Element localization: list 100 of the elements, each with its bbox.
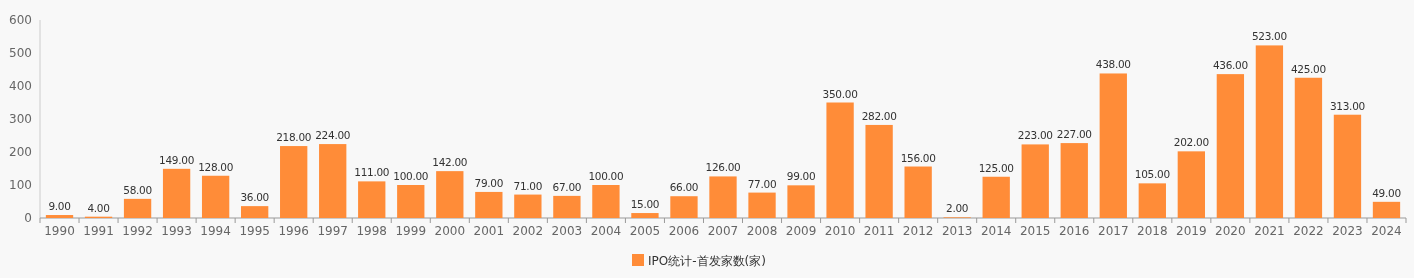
y-tick-label: 300 xyxy=(9,112,32,126)
x-tick-label: 1992 xyxy=(122,224,153,238)
x-tick-label: 2008 xyxy=(746,224,778,238)
x-tick-label: 2012 xyxy=(902,224,934,238)
data-label: 36.00 xyxy=(240,191,269,204)
x-tick-label: 1997 xyxy=(317,224,348,238)
data-label: 436.00 xyxy=(1212,59,1248,72)
data-label: 142.00 xyxy=(432,156,468,169)
x-tick-label: 2009 xyxy=(785,224,817,238)
bar xyxy=(592,185,620,218)
data-label: 227.00 xyxy=(1056,128,1092,141)
x-tick-label: 1991 xyxy=(83,224,114,238)
x-tick-label: 2016 xyxy=(1058,224,1090,238)
data-label: 100.00 xyxy=(588,170,624,182)
data-label: 202.00 xyxy=(1173,136,1209,149)
x-tick-label: 1993 xyxy=(161,224,192,238)
data-label: 425.00 xyxy=(1290,62,1326,75)
x-tick-label: 2006 xyxy=(668,224,700,238)
bar xyxy=(748,192,776,218)
bar xyxy=(436,171,464,218)
data-label: 49.00 xyxy=(1372,186,1401,199)
x-tick-label: 1996 xyxy=(278,224,309,238)
bar xyxy=(982,176,1010,218)
data-label: 223.00 xyxy=(1017,129,1053,142)
bar xyxy=(553,195,581,218)
bar xyxy=(787,185,815,218)
bar xyxy=(358,181,386,218)
data-label: 79.00 xyxy=(474,176,504,189)
data-label: 111.00 xyxy=(354,166,390,179)
bar xyxy=(514,194,542,218)
bar xyxy=(1021,144,1049,218)
x-tick-label: 1998 xyxy=(356,224,388,238)
data-label: 2.00 xyxy=(946,202,969,215)
y-tick-label: 200 xyxy=(9,145,32,159)
data-label: 218.00 xyxy=(276,131,312,144)
bar xyxy=(1294,77,1323,218)
x-tick-label: 2018 xyxy=(1137,224,1168,238)
bar xyxy=(241,206,269,218)
x-tick-label: 2024 xyxy=(1371,224,1402,238)
bar xyxy=(1177,151,1205,218)
x-tick-label: 2007 xyxy=(707,224,739,238)
data-label: 438.00 xyxy=(1095,58,1131,71)
x-tick-label: 2020 xyxy=(1215,224,1246,238)
x-tick-label: 2023 xyxy=(1332,224,1363,238)
x-tick-label: 2002 xyxy=(512,224,544,238)
x-tick-label: 2019 xyxy=(1176,224,1207,238)
y-tick-label: 400 xyxy=(9,79,32,93)
x-tick-label: 2022 xyxy=(1293,224,1324,238)
x-tick-label: 1995 xyxy=(239,224,270,238)
data-label: 126.00 xyxy=(705,161,741,174)
data-label: 313.00 xyxy=(1329,99,1365,112)
data-label: 15.00 xyxy=(630,198,660,211)
bar xyxy=(1138,183,1166,218)
bar xyxy=(709,176,737,218)
bar xyxy=(1372,201,1401,218)
bar xyxy=(865,124,893,218)
x-tick-label: 1999 xyxy=(395,224,427,238)
x-tick-label: 2004 xyxy=(590,224,622,238)
bar xyxy=(280,146,308,218)
data-label: 66.00 xyxy=(669,181,699,194)
data-label: 9.00 xyxy=(48,200,71,213)
y-tick-label: 500 xyxy=(9,46,32,60)
data-label: 156.00 xyxy=(900,151,936,164)
data-label: 77.00 xyxy=(747,177,777,190)
bar xyxy=(162,168,191,218)
legend-label: IPO统计-首发家数(家) xyxy=(648,254,766,268)
data-label: 100.00 xyxy=(393,170,429,182)
bar xyxy=(1099,73,1127,218)
x-tick-label: 2005 xyxy=(629,224,661,238)
bar xyxy=(1333,114,1362,218)
bar xyxy=(1255,45,1284,218)
data-label: 58.00 xyxy=(123,183,152,196)
data-label: 224.00 xyxy=(315,129,351,142)
x-tick-label: 1994 xyxy=(200,224,231,238)
y-tick-label: 600 xyxy=(9,13,32,27)
x-tick-label: 2021 xyxy=(1254,224,1285,238)
x-tick-label: 1990 xyxy=(44,224,75,238)
data-label: 99.00 xyxy=(786,170,816,183)
data-label: 523.00 xyxy=(1251,30,1287,43)
data-label: 105.00 xyxy=(1134,168,1170,181)
bar xyxy=(397,185,425,218)
data-label: 71.00 xyxy=(513,179,543,192)
x-tick-label: 2013 xyxy=(941,224,973,238)
y-tick-label: 100 xyxy=(9,178,32,192)
bar xyxy=(319,144,347,218)
bar xyxy=(45,215,74,218)
bar xyxy=(1060,143,1088,218)
data-label: 350.00 xyxy=(822,87,858,100)
data-label: 128.00 xyxy=(198,160,234,173)
x-tick-label: 2001 xyxy=(473,224,505,238)
bar xyxy=(631,213,659,218)
data-label: 282.00 xyxy=(861,109,897,122)
x-tick-label: 2014 xyxy=(980,224,1012,238)
x-tick-label: 2011 xyxy=(863,224,895,238)
bar xyxy=(123,198,152,218)
bar xyxy=(1216,74,1245,218)
data-label: 4.00 xyxy=(87,201,110,214)
bar xyxy=(475,191,503,218)
data-label: 67.00 xyxy=(552,180,582,193)
x-tick-label: 2017 xyxy=(1098,224,1129,238)
